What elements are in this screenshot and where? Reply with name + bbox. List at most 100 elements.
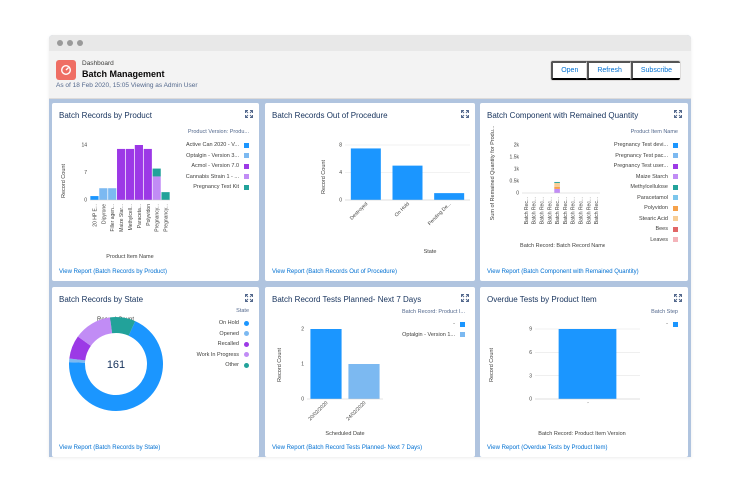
legend-item[interactable]: Acmol - Version 7.0 (186, 161, 249, 172)
chart-batch-records-out-of-procedure: 0 4 8 Destroyed On Hold Pending De... Record C… (321, 143, 470, 255)
bar (348, 364, 380, 399)
legend-item[interactable]: Active Can 2020 - V... (186, 140, 249, 151)
y-axis-title: Record Count (277, 348, 283, 382)
open-button[interactable]: Open (551, 61, 588, 80)
legend-title: State (236, 308, 249, 314)
legend-item[interactable]: Work In Progress (197, 350, 249, 361)
legend-label: Opened (219, 330, 239, 337)
legend-swatch (244, 163, 249, 169)
legend-label: Pregnancy Test user... (613, 163, 668, 170)
x-tick-label: Methylcell... (128, 204, 134, 230)
x-axis-title: Scheduled Date (325, 431, 364, 437)
expand-icon[interactable] (461, 294, 469, 302)
y-axis-title: Sum of Remained Quantity for Produ... (490, 125, 496, 220)
x-tick-label: Polyvidon (146, 204, 152, 226)
x-tick-label: Batch Rec... (555, 197, 561, 224)
legend-label: Pregnancy Test devi... (613, 142, 668, 149)
x-tick-label: Pending De... (427, 201, 453, 227)
card-title: Batch Records Out of Procedure (272, 111, 388, 120)
refresh-button[interactable]: Refresh (587, 61, 631, 80)
x-axis-title: State (424, 249, 437, 255)
y-tick-label: 0.5k (510, 179, 520, 185)
legend-item[interactable]: Stearic Acid (614, 214, 678, 225)
y-tick-label: 0 (84, 198, 87, 204)
y-tick-label: 0 (516, 191, 519, 197)
bar (554, 182, 560, 187)
legend-item[interactable]: Methylcellulose (614, 182, 678, 193)
expand-icon[interactable] (674, 110, 682, 118)
expand-icon[interactable] (674, 294, 682, 302)
card-title: Batch Component with Remained Quantity (487, 111, 639, 120)
bar (108, 188, 117, 200)
legend-item[interactable]: On Hold (197, 318, 249, 329)
legend-item[interactable]: Pregnancy Test devi... (614, 140, 678, 151)
legend-swatch (244, 174, 249, 180)
chart-batch-record-tests-planned: 0 1 2 20/02/2020 24/02/2020 Record Count Sched… (277, 327, 383, 437)
view-report-link[interactable]: View Report (Overdue Tests by Product It… (487, 445, 608, 451)
x-tick-label: Maize Star... (119, 204, 125, 232)
legend-label: Leaves (650, 236, 668, 243)
x-tick-label: Pregnancy... (155, 204, 161, 232)
legend-label: Cannabis Strain 1 - ... (185, 173, 239, 180)
legend-item[interactable]: Cannabis Strain 1 - ... (186, 172, 249, 183)
legend-swatch (244, 352, 249, 358)
chart-legend: Active Can 2020 - V... Optalgin - Version… (186, 140, 249, 193)
legend-item[interactable]: Polyvidon (614, 203, 678, 214)
bar (152, 176, 161, 200)
y-axis-title: Record Count (489, 348, 495, 382)
legend-swatch (673, 163, 678, 169)
chart-legend: - (666, 319, 678, 330)
legend-item[interactable]: Maize Starch (614, 172, 678, 183)
bar (99, 188, 108, 200)
view-report-link[interactable]: View Report (Batch Records by Product) (59, 269, 167, 275)
legend-item[interactable]: Recalled (197, 339, 249, 350)
legend-label: Optalgin - Version 1... (402, 331, 455, 338)
view-report-link[interactable]: View Report (Batch Component with Remain… (487, 269, 639, 275)
card-title: Batch Records by State (59, 295, 144, 304)
x-tick-label: Filler agen... (110, 204, 116, 232)
dashboard-header: Dashboard Batch Management As of 18 Feb … (49, 51, 691, 99)
legend-item[interactable]: Paracetamol (614, 193, 678, 204)
bar (554, 181, 560, 183)
legend-item[interactable]: Pregnancy Test Kit (186, 182, 249, 193)
view-report-link[interactable]: View Report (Batch Record Tests Planned-… (272, 445, 423, 451)
legend-swatch (673, 321, 678, 327)
card-batch-component-remained-quantity: Batch Component with Remained Quantity 0… (480, 103, 688, 281)
view-report-link[interactable]: View Report (Batch Records Out of Proced… (272, 269, 397, 275)
x-axis-title: Batch Record: Batch Record Name (520, 243, 605, 249)
x-tick-label: Batch Rec... (524, 197, 530, 224)
card-batch-records-by-state: Batch Records by State Record Count 161 … (52, 287, 259, 457)
view-report-link[interactable]: View Report (Batch Records by State) (59, 445, 161, 451)
legend-item[interactable]: Pregnancy Test pac... (614, 151, 678, 162)
chart-legend: Pregnancy Test devi... Pregnancy Test pac… (614, 140, 678, 245)
legend-item[interactable]: Pregnancy Test user... (614, 161, 678, 172)
expand-icon[interactable] (245, 110, 253, 118)
subscribe-button[interactable]: Subscribe (630, 61, 680, 80)
card-title: Batch Records by Product (59, 111, 152, 120)
legend-label: Maize Starch (635, 173, 668, 180)
bar (134, 145, 143, 200)
expand-icon[interactable] (245, 294, 253, 302)
legend-item[interactable]: Bees (614, 224, 678, 235)
chart-legend: On Hold Opened Recalled Work In Progress Oth… (197, 318, 249, 371)
legend-item[interactable]: Opened (197, 329, 249, 340)
x-tick-label: Batch Rec... (540, 197, 546, 224)
legend-item[interactable]: - (402, 319, 465, 330)
legend-swatch (673, 142, 678, 148)
expand-icon[interactable] (461, 110, 469, 118)
legend-item[interactable]: Optalgin - Version 1... (402, 330, 465, 341)
x-axis-title: Batch Record: Product Item Version (538, 431, 625, 437)
chart-legend: - Optalgin - Version 1... (402, 319, 465, 340)
legend-label: Paracetamol (637, 194, 668, 201)
legend-swatch (673, 195, 678, 201)
legend-item[interactable]: Other (197, 360, 249, 371)
chart-batch-records-by-product: 0 7 14 20 HP E... Dipyrone Filler agen... Maiz… (61, 143, 170, 260)
as-of-status: As of 18 Feb 2020, 15:05 Viewing as Admi… (56, 82, 198, 89)
legend-item[interactable]: Optalgin - Version 3... (186, 151, 249, 162)
legend-item[interactable]: Leaves (614, 235, 678, 246)
x-tick-label: 20/02/2020 (307, 400, 329, 422)
breadcrumb: Dashboard (82, 60, 114, 67)
bar (90, 196, 99, 200)
y-tick-label: 2 (301, 327, 304, 333)
legend-item[interactable]: - (666, 319, 678, 330)
